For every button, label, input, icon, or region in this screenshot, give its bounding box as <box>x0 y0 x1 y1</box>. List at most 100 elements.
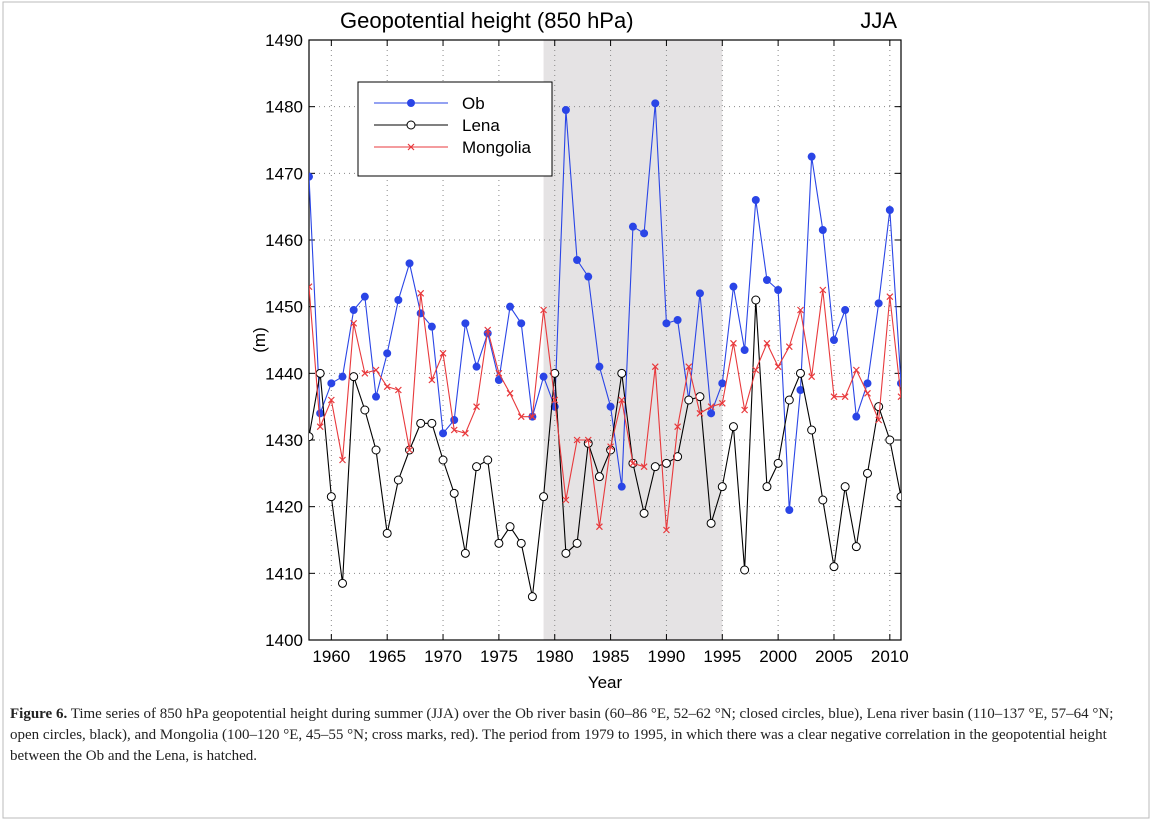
data-point <box>594 472 604 482</box>
data-point <box>573 256 582 264</box>
data-point-stroke <box>327 396 335 404</box>
data-point-stroke <box>383 383 391 391</box>
data-point-stroke <box>372 366 380 374</box>
data-point <box>461 319 470 328</box>
data-point-stroke <box>540 306 547 314</box>
data-point <box>316 423 324 431</box>
data-point <box>393 475 403 485</box>
legend-marker <box>406 120 416 130</box>
y-tick-label: 1410 <box>265 564 303 583</box>
data-point <box>339 456 346 464</box>
data-point <box>762 276 771 284</box>
x-tick-label: 1965 <box>368 647 406 666</box>
data-point <box>527 592 537 602</box>
data-point <box>829 336 838 344</box>
data-point <box>650 462 660 472</box>
data-point <box>651 363 659 371</box>
data-point-stroke <box>730 339 737 347</box>
data-point <box>561 106 570 114</box>
data-point <box>309 432 314 442</box>
data-point <box>773 458 783 468</box>
data-point-stroke <box>517 413 525 421</box>
data-point <box>785 343 793 351</box>
data-point <box>728 422 738 432</box>
data-point <box>628 222 637 231</box>
data-point-stroke <box>841 393 849 401</box>
data-point-stroke <box>741 406 749 414</box>
x-tick-label: 2005 <box>815 647 853 666</box>
data-point <box>886 293 894 301</box>
y-tick-label: 1450 <box>265 298 303 317</box>
data-point-stroke <box>651 363 659 371</box>
y-tick-label: 1400 <box>265 631 303 650</box>
series-line <box>309 103 901 511</box>
data-point-stroke <box>640 463 648 471</box>
data-point <box>674 423 682 431</box>
data-point-stroke <box>394 386 402 394</box>
data-point <box>473 403 480 411</box>
data-point <box>349 306 358 314</box>
data-point <box>673 316 682 324</box>
data-point <box>897 393 901 401</box>
data-point-stroke <box>339 456 346 464</box>
data-point <box>661 458 671 468</box>
data-point <box>506 389 514 397</box>
data-point <box>808 373 816 381</box>
data-point <box>706 518 716 528</box>
data-point <box>427 418 437 428</box>
data-point <box>495 369 503 377</box>
data-point <box>450 416 459 424</box>
data-point <box>729 282 738 291</box>
data-point <box>797 306 804 314</box>
data-point <box>561 548 571 558</box>
data-point <box>595 523 603 531</box>
y-tick-label: 1460 <box>265 231 303 250</box>
data-point <box>439 429 448 438</box>
data-point <box>695 289 704 298</box>
legend-box <box>357 81 553 177</box>
data-point-stroke <box>618 396 626 404</box>
x-tick-label: 1980 <box>536 647 574 666</box>
data-point-stroke <box>718 399 726 407</box>
data-point <box>730 339 737 347</box>
data-point <box>326 492 336 502</box>
caption-label: Figure 6. <box>10 706 68 722</box>
data-point-stroke <box>685 363 693 371</box>
caption-text: Time series of 850 hPa geopotential heig… <box>10 706 1114 764</box>
data-point-stroke <box>484 326 492 334</box>
series-line <box>309 299 901 597</box>
data-point <box>349 372 359 382</box>
data-point-stroke <box>473 403 480 411</box>
data-point <box>784 395 794 405</box>
data-point <box>718 379 727 388</box>
data-point-stroke <box>595 523 603 531</box>
data-point <box>617 482 626 491</box>
data-point <box>795 368 805 378</box>
data-point <box>818 226 827 234</box>
data-point-stroke <box>886 293 894 301</box>
data-point <box>416 418 426 428</box>
data-point-stroke <box>562 496 570 504</box>
data-point <box>450 426 458 434</box>
data-point <box>774 286 783 294</box>
y-tick-label: 1490 <box>265 31 303 50</box>
data-point <box>572 538 582 548</box>
shaded-period <box>543 40 723 640</box>
x-tick-label: 2000 <box>759 647 797 666</box>
data-point <box>617 368 627 378</box>
data-point <box>372 366 380 374</box>
data-point-stroke <box>309 283 313 291</box>
data-point <box>309 172 313 181</box>
data-point <box>327 379 336 388</box>
data-point <box>584 436 592 444</box>
data-point <box>740 565 750 575</box>
x-tick-label: 1990 <box>648 647 686 666</box>
data-point-stroke <box>852 366 860 374</box>
data-point <box>394 386 402 394</box>
data-point <box>897 379 901 388</box>
data-point <box>517 413 525 421</box>
data-point-stroke <box>774 363 782 371</box>
data-point <box>315 368 325 378</box>
data-point <box>639 508 649 518</box>
